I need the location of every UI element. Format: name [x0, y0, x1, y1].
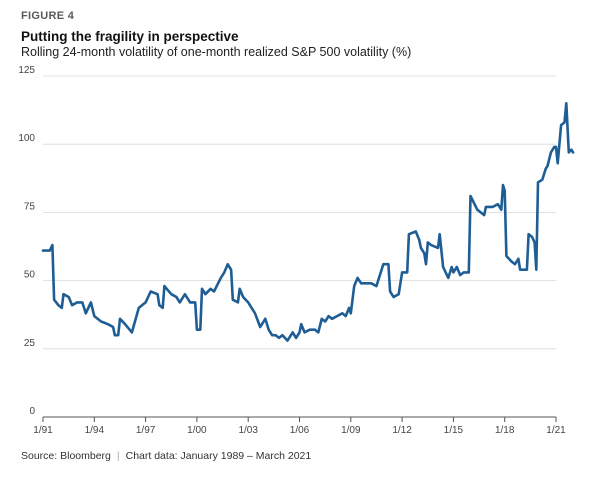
x-tick-label: 1/00: [187, 425, 207, 436]
chart-title: Putting the fragility in perspective: [21, 29, 239, 44]
x-tick-label: 1/15: [444, 425, 464, 436]
chart-footer: Source: Bloomberg | Chart data: January 19…: [21, 450, 311, 462]
x-tick-label: 1/91: [33, 425, 53, 436]
y-tick-label: 100: [18, 133, 35, 144]
chart-subtitle: Rolling 24-month volatility of one-month…: [21, 45, 412, 59]
source-note: Source: Bloomberg: [21, 450, 111, 462]
y-tick-label: 75: [24, 201, 36, 212]
y-tick-label: 0: [29, 406, 35, 417]
volatility-series-line: [41, 102, 575, 342]
x-tick-label: 1/12: [392, 425, 412, 436]
figure-label: FIGURE 4: [21, 10, 75, 22]
y-tick-label: 25: [24, 338, 36, 349]
y-tick-label: 50: [24, 270, 36, 281]
footer-separator: |: [116, 450, 120, 462]
y-tick-label: 125: [18, 65, 35, 76]
x-tick-label: 1/18: [495, 425, 515, 436]
data-range-note: Chart data: January 1989 – March 2021: [125, 450, 312, 462]
x-tick-label: 1/97: [136, 425, 156, 436]
x-tick-label: 1/21: [546, 425, 566, 436]
x-tick-label: 1/94: [85, 425, 105, 436]
x-tick-label: 1/06: [290, 425, 310, 436]
x-tick-label: 1/03: [238, 425, 258, 436]
x-tick-label: 1/09: [341, 425, 361, 436]
